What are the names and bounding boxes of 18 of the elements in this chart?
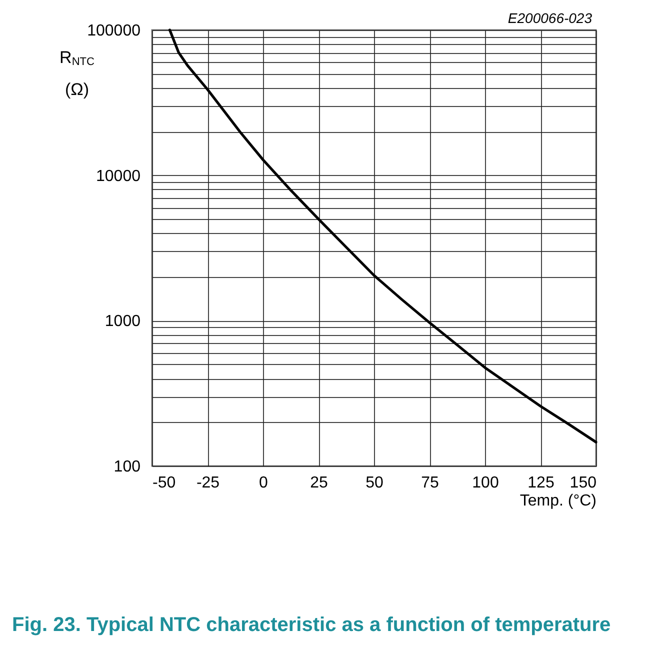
text: Fig. 23. Typical NTC characteristic as a function of temperature <box>12 613 612 638</box>
x-tick-label: -50 <box>152 474 176 492</box>
line-series <box>168 28 598 444</box>
x-axis-title: Temp. (°C) <box>520 492 596 510</box>
x-tick-label: 0 <box>259 474 268 492</box>
x-tick-label: 150 <box>570 474 597 492</box>
x-tick-label: 75 <box>421 474 439 492</box>
y-tick-label: 100000 <box>87 22 141 40</box>
text: E200066-023 <box>508 10 592 26</box>
y-tick-label: 10000 <box>96 168 141 185</box>
x-tick-label: 125 <box>528 474 554 492</box>
x-tick-label: 100 <box>472 474 499 492</box>
x-tick-label: 50 <box>366 474 384 492</box>
y-tick-label: 1000 <box>104 313 141 330</box>
x-tick-label: -25 <box>196 474 220 492</box>
x-tick-label: 25 <box>310 474 328 492</box>
y-axis-title: R$_{NTC}$ (Ω) <box>58 47 96 101</box>
y-tick-label: 100 <box>114 458 141 476</box>
